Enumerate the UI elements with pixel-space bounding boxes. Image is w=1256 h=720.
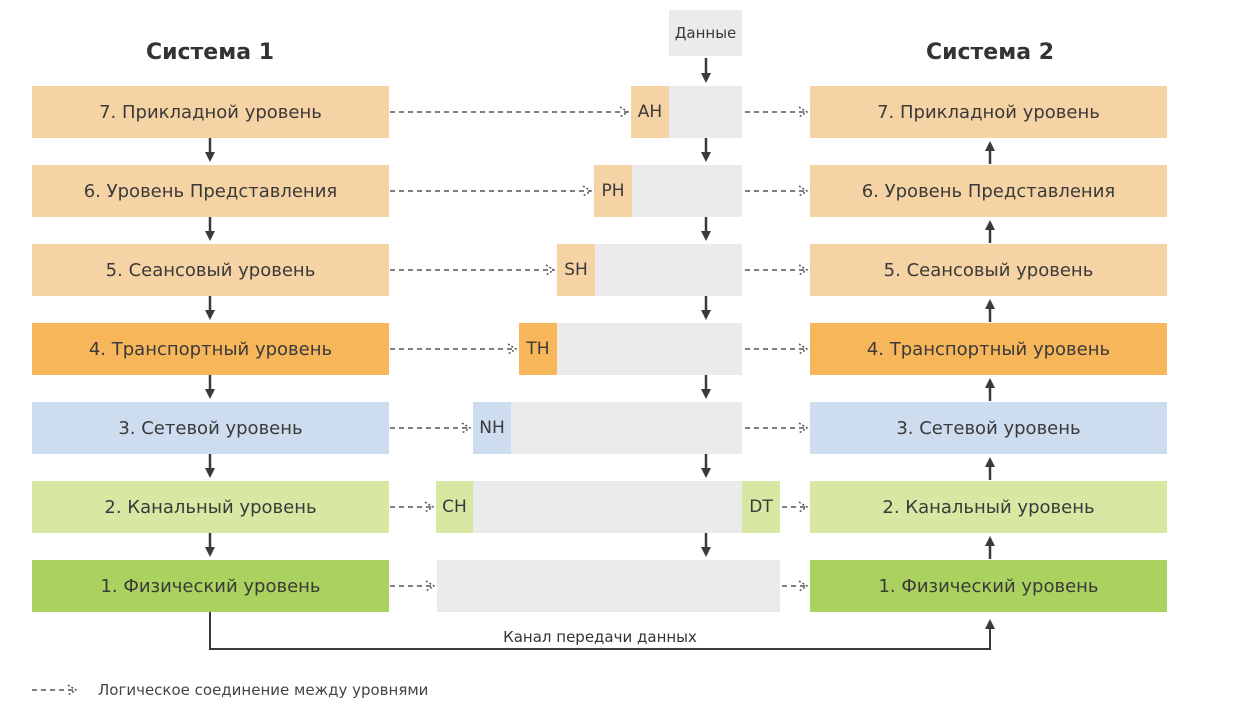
header-ph: PH (594, 165, 632, 217)
payload-3 (511, 402, 742, 454)
system2-title: Система 2 (925, 40, 1055, 65)
sys1-layer-2: 2. Канальный уровень (32, 481, 389, 533)
sys1-layer-3: 3. Сетевой уровень (32, 402, 389, 454)
logical-links-left (390, 106, 630, 592)
sys1-layer-1: 1. Физический уровень (32, 560, 389, 612)
physical-channel (209, 612, 995, 650)
sys2-layer-2: 2. Канальный уровень (810, 481, 1167, 533)
payload-1 (437, 560, 780, 612)
sys2-layer-6: 6. Уровень Представления (810, 165, 1167, 217)
sys2-layer-1: 1. Физический уровень (810, 560, 1167, 612)
payload-6 (632, 165, 742, 217)
sys2-layer-7: 7. Прикладной уровень (810, 86, 1167, 138)
sys2-layer-4: 4. Транспортный уровень (810, 323, 1167, 375)
legend-label: Логическое соединение между уровнями (98, 681, 429, 699)
payload-2 (473, 481, 742, 533)
system1-title: Система 1 (145, 40, 275, 65)
sys1-layer-6: 6. Уровень Представления (32, 165, 389, 217)
header-ah: AH (631, 86, 669, 138)
sys1-layer-5: 5. Сеансовый уровень (32, 244, 389, 296)
trailer-dt: DT (742, 481, 780, 533)
payload-7 (669, 86, 742, 138)
logical-links-right (745, 106, 809, 592)
sys1-layer-4: 4. Транспортный уровень (32, 323, 389, 375)
header-nh: NH (473, 402, 511, 454)
channel-label: Канал передачи данных (503, 628, 697, 646)
header-th: TH (519, 323, 557, 375)
header-ch: CH (436, 481, 473, 533)
sys1-layer-7: 7. Прикладной уровень (32, 86, 389, 138)
data-box: Данные (669, 10, 742, 56)
sys2-layer-5: 5. Сеансовый уровень (810, 244, 1167, 296)
header-sh: SH (557, 244, 595, 296)
payload-4 (557, 323, 742, 375)
sys2-layer-3: 3. Сетевой уровень (810, 402, 1167, 454)
payload-5 (595, 244, 742, 296)
